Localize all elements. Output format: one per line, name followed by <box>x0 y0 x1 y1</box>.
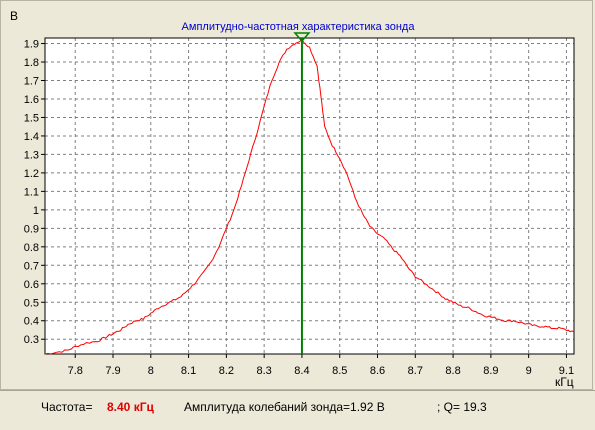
amplitude-curve <box>44 38 575 355</box>
plot-border <box>44 37 575 355</box>
y-tick-label: 0.9 <box>24 223 39 235</box>
x-tick-label: 8.9 <box>483 365 498 377</box>
y-tick-label: 1.3 <box>24 149 39 161</box>
y-tick-label: 1.9 <box>24 39 39 51</box>
frequency-label: Частота= <box>41 400 93 414</box>
y-tick-label: 1.8 <box>24 57 39 69</box>
x-tick-label: 8.2 <box>219 365 234 377</box>
x-tick-label: 9 <box>526 365 532 377</box>
plot-frame <box>0 0 593 390</box>
resonance-marker-triangle[interactable] <box>293 32 311 43</box>
x-tick-label: 9.1 <box>559 365 574 377</box>
y-tick-label: 1.1 <box>24 186 39 198</box>
y-axis-label: В <box>10 9 18 23</box>
status-bar: Частота= 8.40 кГц Амплитуда колебаний зо… <box>0 390 595 430</box>
chart-title: Амплитудно-частотная характеристика зонд… <box>182 21 416 33</box>
x-tick-label: 8.8 <box>445 365 460 377</box>
x-tick-label: 8.3 <box>257 365 272 377</box>
x-tick-label: 8.5 <box>332 365 347 377</box>
frequency-response-chart[interactable]: 7.8 7.9 8 8.1 8.2 8.3 8.4 8.5 8.6 8.7 8.8 8.9 9 9.1 0.… <box>0 0 595 390</box>
x-axis-label: кГц <box>555 375 574 389</box>
y-tick-label: 0.5 <box>24 297 39 309</box>
y-tick-label: 1.2 <box>24 168 39 180</box>
x-tick-label: 8.4 <box>294 365 309 377</box>
amplitude-readout: Амплитуда колебаний зонда=1.92 В <box>184 400 385 414</box>
plot-area <box>45 38 574 354</box>
y-tick-label: 1.7 <box>24 76 39 88</box>
y-tick-label: 0.6 <box>24 279 39 291</box>
frequency-value: 8.40 кГц <box>107 400 154 414</box>
y-tick-label: 0.4 <box>24 316 39 328</box>
x-tick-label: 7.9 <box>105 365 120 377</box>
y-tick-label: 1.5 <box>24 112 39 124</box>
x-tick-label: 7.8 <box>68 365 83 377</box>
y-tick-label: 1.4 <box>24 131 39 143</box>
y-tick-label: 0.3 <box>24 334 39 346</box>
y-tick-label: 0.7 <box>24 260 39 272</box>
x-tick-label: 8.1 <box>181 365 196 377</box>
x-tick-label: 8 <box>148 365 154 377</box>
x-tick-label: 8.6 <box>370 365 385 377</box>
x-tick-label: 8.7 <box>408 365 423 377</box>
q-factor-readout: ; Q= 19.3 <box>437 400 487 414</box>
y-tick-label: 1 <box>33 205 39 217</box>
y-tick-label: 1.6 <box>24 94 39 106</box>
y-tick-label: 0.8 <box>24 242 39 254</box>
